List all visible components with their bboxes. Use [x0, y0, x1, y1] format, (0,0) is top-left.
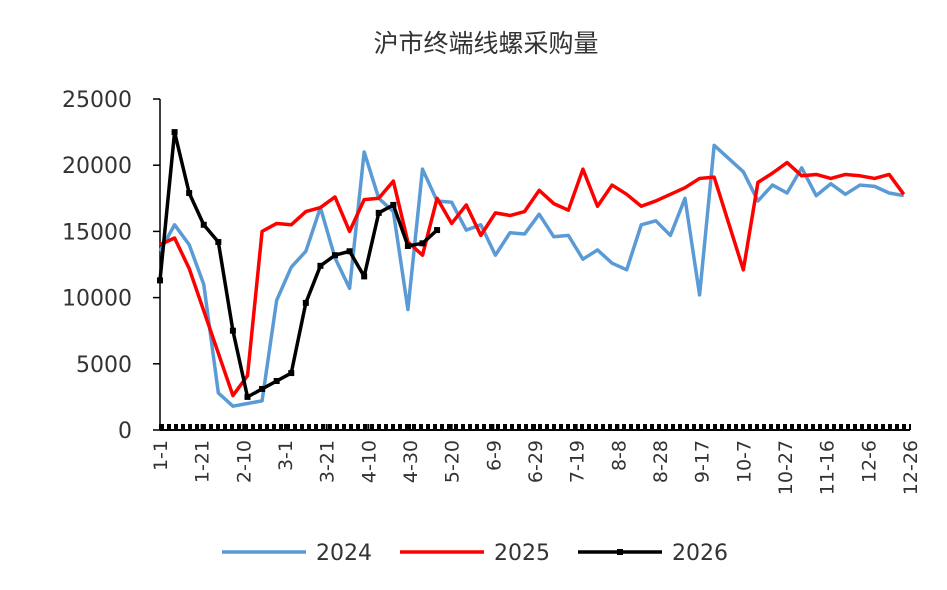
- legend-label: 2026: [672, 541, 728, 566]
- x-tick-label: 8-28: [650, 440, 672, 483]
- series-line: [159, 160, 906, 398]
- x-tick-label: 3-1: [275, 440, 297, 471]
- y-tick-label: 0: [118, 419, 132, 444]
- x-tick-label: 1-1: [150, 440, 172, 471]
- x-tick-label: 4-30: [400, 440, 422, 483]
- series-marker: [273, 378, 280, 385]
- x-tick-label: 5-20: [442, 440, 464, 483]
- x-tick-label: 11-16: [817, 440, 839, 495]
- series-marker: [361, 273, 368, 280]
- x-tick-label: 7-19: [567, 440, 589, 483]
- series-marker: [332, 252, 338, 259]
- x-tick-label: 2-10: [233, 440, 255, 483]
- series-marker: [302, 299, 309, 306]
- series-marker: [419, 240, 426, 247]
- legend-label: 2025: [494, 541, 550, 566]
- x-tick-label: 6-29: [525, 440, 547, 483]
- x-tick-label: 12-6: [858, 440, 880, 483]
- series-marker: [186, 190, 193, 197]
- x-tick-label: 9-17: [692, 440, 714, 483]
- series-marker: [375, 209, 382, 216]
- series-line: [158, 130, 439, 399]
- x-tick-label: 4-10: [358, 440, 380, 483]
- legend-marker: [617, 549, 623, 555]
- series-marker: [404, 242, 411, 249]
- y-tick-label: 15000: [62, 220, 132, 245]
- series-marker: [434, 227, 441, 234]
- series-line: [158, 143, 905, 408]
- x-tick-label: 3-21: [317, 440, 339, 483]
- x-tick-label: 1-21: [192, 440, 214, 483]
- series-marker: [157, 277, 163, 284]
- x-tick-label: 10-7: [733, 440, 755, 483]
- series-marker: [171, 129, 178, 136]
- series-marker: [346, 248, 353, 255]
- chart-title: 沪市终端线螺采购量: [373, 29, 598, 58]
- y-tick-label: 10000: [62, 287, 132, 312]
- series-marker: [317, 262, 324, 269]
- legend-label: 2024: [316, 541, 372, 566]
- series-marker: [288, 370, 295, 377]
- x-tick-label: 6-9: [483, 440, 505, 471]
- y-tick-label: 25000: [62, 88, 132, 113]
- series-marker: [390, 201, 397, 208]
- series-marker: [215, 238, 222, 245]
- series-marker: [229, 327, 236, 334]
- series-marker: [259, 385, 266, 392]
- series-marker: [200, 221, 207, 228]
- series-marker: [244, 393, 251, 400]
- x-tick-label: 10-27: [775, 440, 797, 495]
- y-tick-label: 20000: [62, 154, 132, 179]
- x-tick-label: 12-26: [900, 440, 922, 495]
- y-tick-label: 5000: [76, 353, 132, 378]
- x-tick-label: 8-8: [608, 440, 630, 471]
